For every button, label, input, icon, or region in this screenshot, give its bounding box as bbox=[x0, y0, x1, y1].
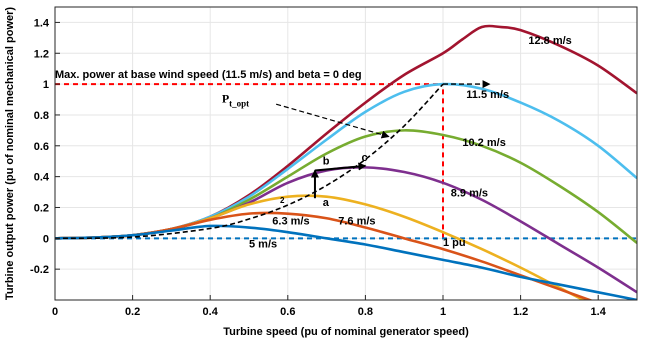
annotation-label: 2 bbox=[280, 196, 285, 205]
annotation-label: 12.8 m/s bbox=[528, 35, 571, 47]
arrow-b-to-c bbox=[314, 162, 367, 172]
annotation-label: 11.5 m/s bbox=[466, 89, 509, 101]
x-tick-label: 0 bbox=[52, 306, 58, 318]
tick-labels: 0 0.2 0.4 0.6 0.8 1 1.2 1.4-0.200.20.40.60.811.… bbox=[30, 17, 607, 318]
annotation-label: a bbox=[323, 197, 330, 209]
annotation-label: 5 m/s bbox=[249, 239, 277, 251]
x-tick-label: 1.2 bbox=[513, 306, 528, 318]
annotation-label: Max. power at base wind speed (11.5 m/s)… bbox=[55, 69, 362, 81]
annotation-label: 8.9 m/s bbox=[451, 188, 488, 200]
y-tick-label: 0 bbox=[43, 233, 49, 245]
annotations-layer: Max. power at base wind speed (11.5 m/s)… bbox=[55, 35, 572, 251]
annotation-arrows bbox=[275, 80, 491, 199]
y-axis-label: Turbine output power (pu of nominal mech… bbox=[4, 7, 16, 300]
x-tick-label: 0.2 bbox=[125, 306, 140, 318]
x-tick-label: 0.4 bbox=[203, 306, 219, 318]
plot-frame bbox=[54, 6, 638, 301]
annotation-label: c bbox=[362, 152, 368, 164]
y-tick-label: 0.6 bbox=[34, 141, 49, 153]
annotation-label: 6.3 m/s bbox=[272, 215, 309, 227]
series-line-pt-opt bbox=[55, 83, 444, 240]
y-tick-label: 1.2 bbox=[34, 48, 49, 60]
y-tick-label: 0.4 bbox=[34, 172, 50, 184]
y-tick-label: -0.2 bbox=[30, 264, 49, 276]
arrow-pt-opt bbox=[275, 103, 390, 139]
x-axis-label: Turbine speed (pu of nominal generator s… bbox=[223, 326, 469, 338]
y-tick-label: 1.4 bbox=[34, 17, 50, 29]
annotation-label: 1 pu bbox=[443, 237, 466, 249]
annotation-label: 10.2 m/s bbox=[462, 137, 505, 149]
pt-opt-label: Pt_opt bbox=[222, 92, 249, 109]
x-tick-label: 0.8 bbox=[358, 306, 373, 318]
y-tick-label: 1 bbox=[43, 79, 49, 91]
axes-layer bbox=[54, 6, 638, 301]
series-line-5-m-s bbox=[55, 224, 637, 300]
annotation-label: b bbox=[323, 155, 330, 167]
grid-layer bbox=[54, 7, 637, 300]
plot-background bbox=[55, 7, 637, 300]
x-tick-label: 1.4 bbox=[591, 306, 607, 318]
x-tick-label: 1 bbox=[440, 306, 446, 318]
reference-lines bbox=[55, 83, 637, 240]
y-tick-label: 0.2 bbox=[34, 202, 49, 214]
x-tick-label: 0.6 bbox=[280, 306, 295, 318]
annotation-label: 7.6 m/s bbox=[338, 215, 375, 227]
y-tick-label: 0.8 bbox=[34, 110, 49, 122]
